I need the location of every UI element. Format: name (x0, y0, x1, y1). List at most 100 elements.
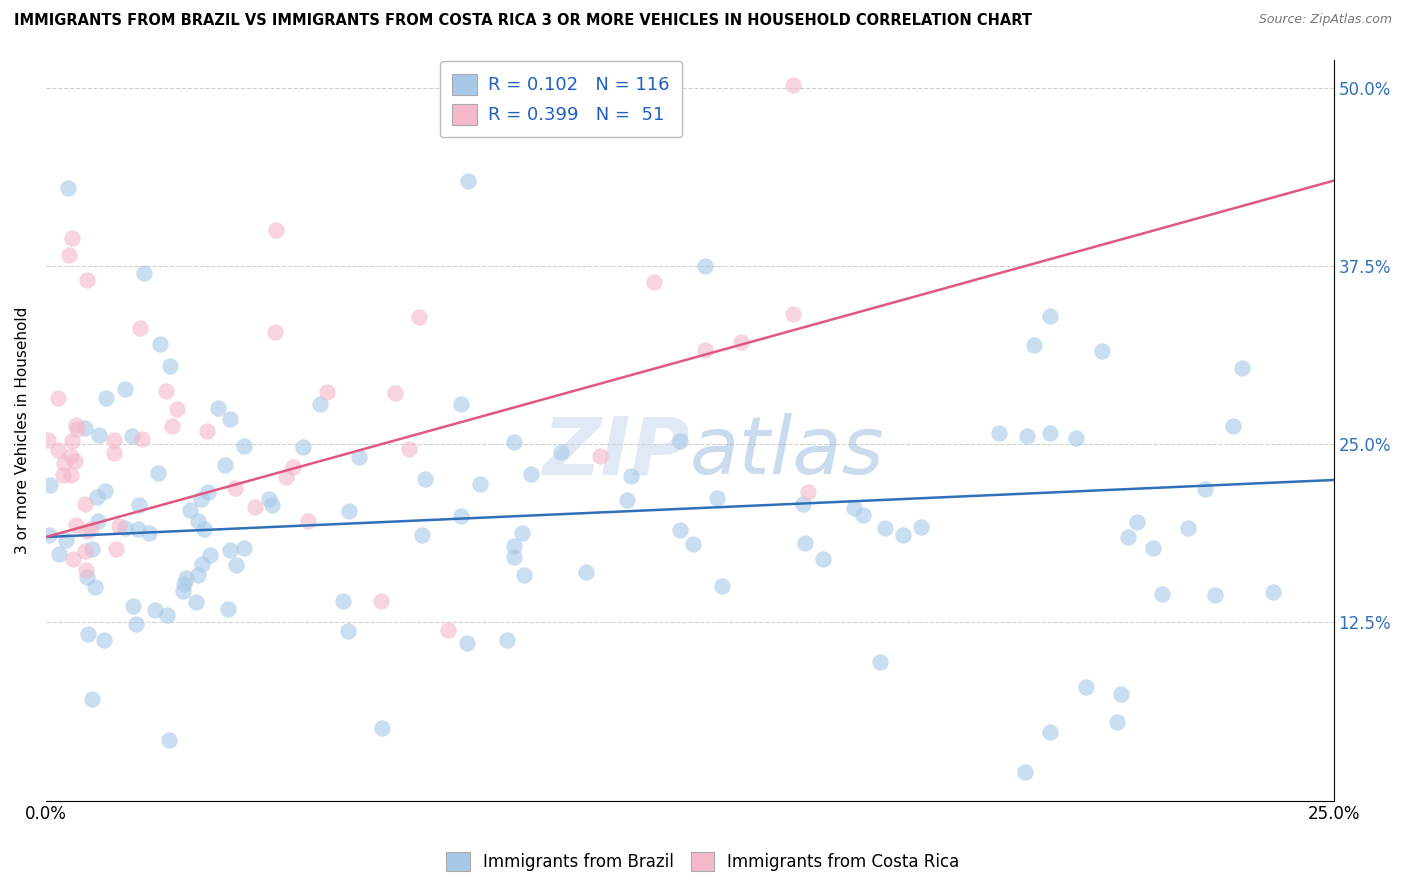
Point (146, 466, 169, 480)
Point (219, 542, 242, 557)
Point (384, 385, 406, 400)
Point (1109, 687, 1132, 701)
Point (82, 542, 104, 557)
Point (682, 536, 704, 550)
Point (309, 397, 332, 411)
Point (875, 521, 897, 535)
Point (46, 442, 69, 457)
Point (52, 467, 75, 482)
Point (53, 456, 76, 470)
Text: Source: ZipAtlas.com: Source: ZipAtlas.com (1258, 13, 1392, 27)
Point (62, 434, 84, 448)
Point (38, 527, 60, 541)
Point (450, 508, 472, 523)
Point (80, 522, 103, 536)
Point (1022, 337, 1045, 351)
Point (93, 632, 115, 647)
Point (73, 497, 96, 511)
Point (1039, 309, 1062, 323)
Legend: R = 0.102   N = 116, R = 0.399   N =  51: R = 0.102 N = 116, R = 0.399 N = 51 (440, 62, 682, 137)
Point (60, 231, 83, 245)
Point (37, 433, 59, 447)
Point (77, 627, 100, 641)
Point (103, 446, 125, 460)
Point (73, 544, 96, 558)
Point (811, 551, 834, 566)
Point (457, 174, 479, 188)
Point (121, 599, 143, 614)
Point (510, 525, 533, 540)
Point (187, 568, 209, 582)
Point (121, 429, 143, 443)
Point (243, 500, 266, 515)
Point (669, 524, 692, 538)
Point (706, 491, 728, 505)
Point (159, 359, 181, 373)
Point (893, 527, 915, 541)
Point (274, 470, 297, 484)
Point (669, 434, 692, 448)
Point (1230, 361, 1253, 376)
Point (797, 484, 820, 499)
Point (502, 434, 524, 449)
Point (38, 477, 60, 491)
Point (138, 526, 160, 541)
Point (1150, 587, 1173, 601)
Point (87, 428, 110, 442)
Point (297, 514, 319, 528)
Point (1091, 343, 1114, 358)
Point (166, 401, 188, 416)
Point (1194, 482, 1216, 496)
Point (844, 501, 866, 516)
Point (283, 460, 305, 475)
Point (191, 557, 214, 571)
Point (225, 558, 247, 572)
Point (616, 492, 638, 507)
Point (131, 432, 153, 446)
Point (519, 467, 541, 481)
Point (589, 449, 612, 463)
Point (66, 421, 89, 435)
Point (619, 469, 641, 483)
Point (125, 616, 148, 631)
Point (260, 498, 283, 512)
Point (1076, 680, 1098, 694)
Point (257, 492, 280, 507)
Legend: Immigrants from Brazil, Immigrants from Costa Rica: Immigrants from Brazil, Immigrants from … (439, 843, 967, 880)
Point (173, 577, 195, 591)
Point (413, 472, 436, 486)
Point (782, 307, 804, 321)
Point (450, 397, 472, 411)
Point (233, 439, 256, 453)
Point (190, 491, 212, 506)
Point (1064, 431, 1087, 445)
Point (76, 524, 98, 539)
Point (82, 691, 104, 706)
Point (179, 503, 201, 517)
Point (107, 519, 129, 533)
Point (94, 484, 117, 499)
Point (398, 442, 420, 456)
Point (408, 310, 430, 324)
Point (48, 548, 70, 562)
Point (214, 458, 236, 473)
Point (75, 563, 97, 577)
Point (157, 733, 180, 747)
Point (1039, 725, 1062, 739)
Point (55, 533, 77, 547)
Point (59, 468, 82, 483)
Y-axis label: 3 or more Vehicles in Household: 3 or more Vehicles in Household (15, 307, 30, 554)
Point (316, 384, 339, 399)
Point (575, 565, 598, 579)
Point (129, 321, 152, 335)
Point (172, 584, 194, 599)
Point (436, 623, 458, 637)
Point (174, 572, 197, 586)
Point (371, 721, 394, 735)
Point (695, 259, 717, 273)
Point (1107, 715, 1129, 730)
Point (495, 632, 517, 647)
Point (76, 273, 98, 287)
Point (207, 401, 229, 415)
Point (730, 335, 752, 350)
